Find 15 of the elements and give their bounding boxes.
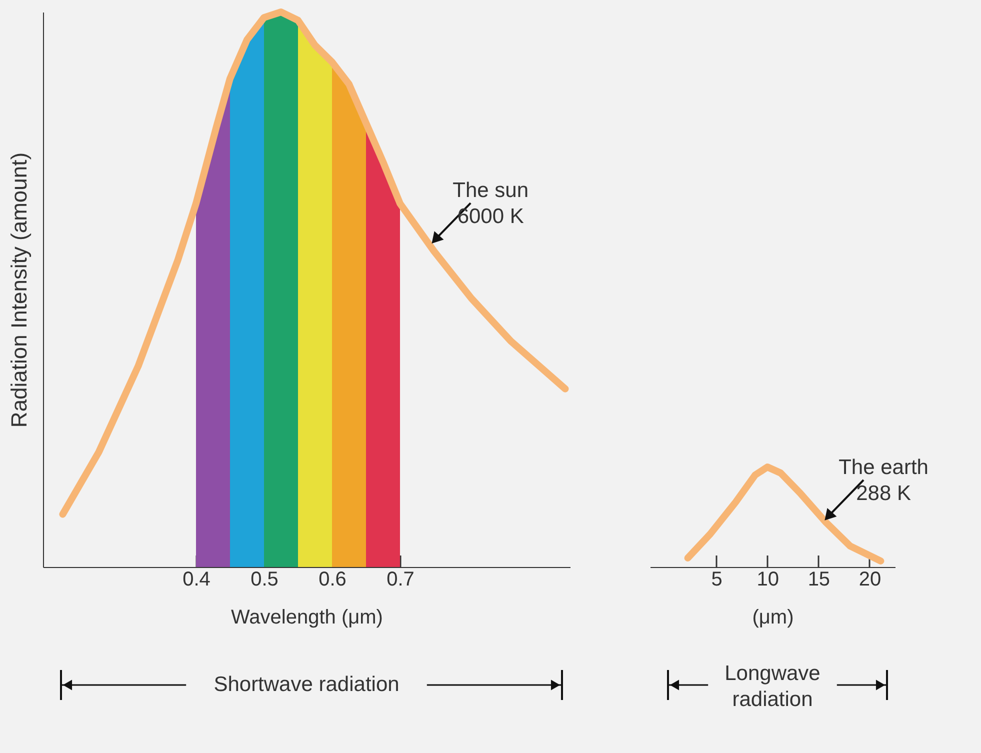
- x-tick-label: 10: [756, 568, 780, 590]
- x-axis-title: (μm): [752, 606, 794, 628]
- annotation: The earth 288 K: [838, 456, 928, 505]
- y-axis-title: Radiation Intensity (amount): [6, 152, 32, 428]
- x-tick-label: 0.4: [182, 568, 210, 590]
- text: Longwave radiation: [724, 662, 820, 711]
- x-axis-title: Wavelength (μm): [231, 606, 383, 628]
- annotation: The sun 6000 K: [452, 179, 529, 228]
- x-tick-label: 0.5: [250, 568, 278, 590]
- x-tick-label: 0.7: [386, 568, 414, 590]
- text: Shortwave radiation: [214, 673, 400, 696]
- x-tick-label: 15: [808, 568, 830, 590]
- x-tick-label: 20: [858, 568, 882, 590]
- x-tick-label: 0.6: [318, 568, 346, 590]
- x-tick-label: 5: [711, 568, 722, 590]
